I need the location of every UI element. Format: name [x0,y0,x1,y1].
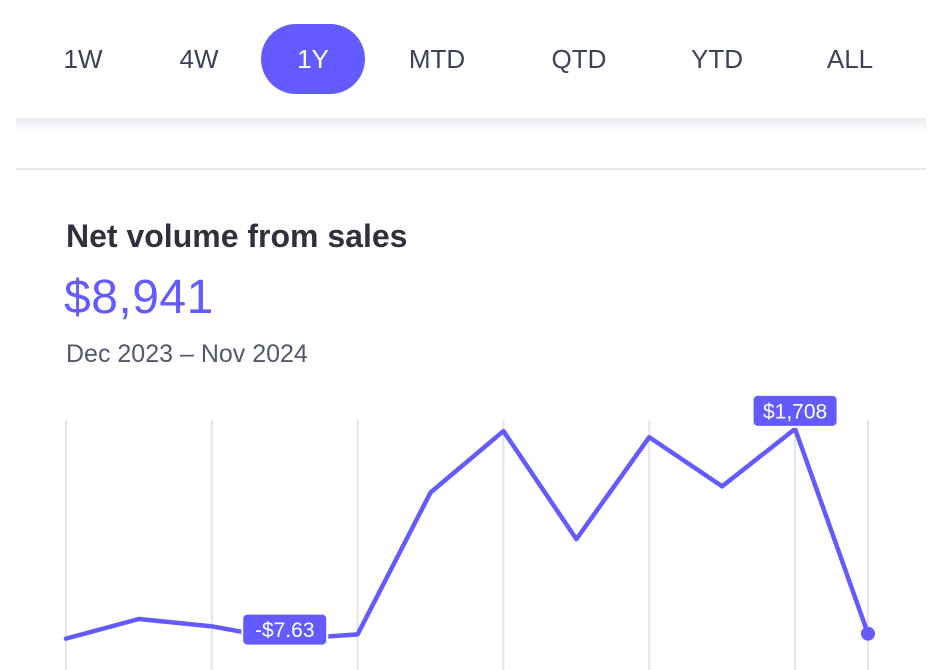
metric-date-range: Dec 2023 – Nov 2024 [66,340,308,368]
chart-annotations: -$7.63 $1,708 [241,393,839,647]
metric-value: $8,941 [64,271,214,324]
annotation-badge: -$7.63 [241,612,329,647]
chart-series [63,426,875,642]
tabs-shadow [16,118,926,132]
annotation-label: -$7.63 [255,619,315,642]
series-line [63,426,871,642]
tab-mtd[interactable]: MTD [408,44,466,74]
tab-ytd[interactable]: YTD [691,44,743,74]
tab-all[interactable]: ALL [826,44,874,74]
tab-1y[interactable]: 1Y [261,24,365,94]
annotation-label: $1,708 [763,400,827,423]
end-point-marker [861,626,875,641]
tab-qtd[interactable]: QTD [551,44,607,74]
annotation-background [751,393,839,428]
annotation-background [241,612,329,647]
tab-1w[interactable]: 1W [63,44,103,74]
period-tabs: 1W 4W 1Y MTD QTD YTD ALL [0,0,942,118]
chart-grid [65,420,869,670]
section-divider [16,168,926,170]
tab-4w[interactable]: 4W [179,44,219,74]
metric-title: Net volume from sales [66,218,408,254]
annotation-badge: $1,708 [751,393,839,428]
